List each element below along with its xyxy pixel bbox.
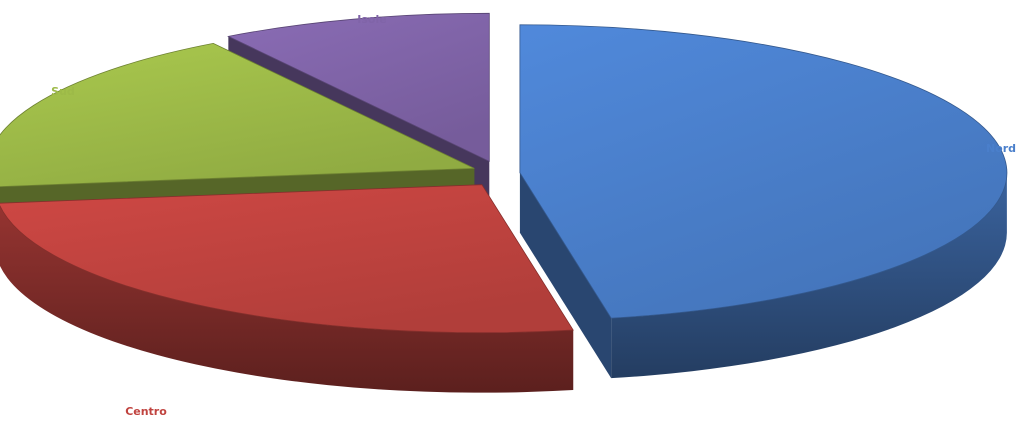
pie-slice-centro bbox=[0, 184, 574, 393]
pie-side-nord bbox=[611, 172, 1007, 379]
pie-top-nord bbox=[519, 24, 1008, 319]
pie-label-nord: Nord bbox=[986, 142, 1016, 155]
pie-cut-face-nord bbox=[519, 172, 612, 379]
pie-side-walls bbox=[0, 12, 1008, 393]
pie-top-centro bbox=[0, 184, 574, 334]
pie-labels: Nord Centro Sud Isole bbox=[51, 13, 1016, 418]
pie-label-sud: Sud bbox=[51, 85, 75, 98]
pie-slice-nord bbox=[519, 24, 1008, 379]
pie-label-centro: Centro bbox=[125, 405, 167, 418]
pie-top-sud bbox=[0, 43, 475, 187]
pie-label-isole: Isole bbox=[357, 13, 386, 26]
pie-side-centro bbox=[0, 205, 574, 393]
pie-top-isole bbox=[227, 12, 490, 162]
